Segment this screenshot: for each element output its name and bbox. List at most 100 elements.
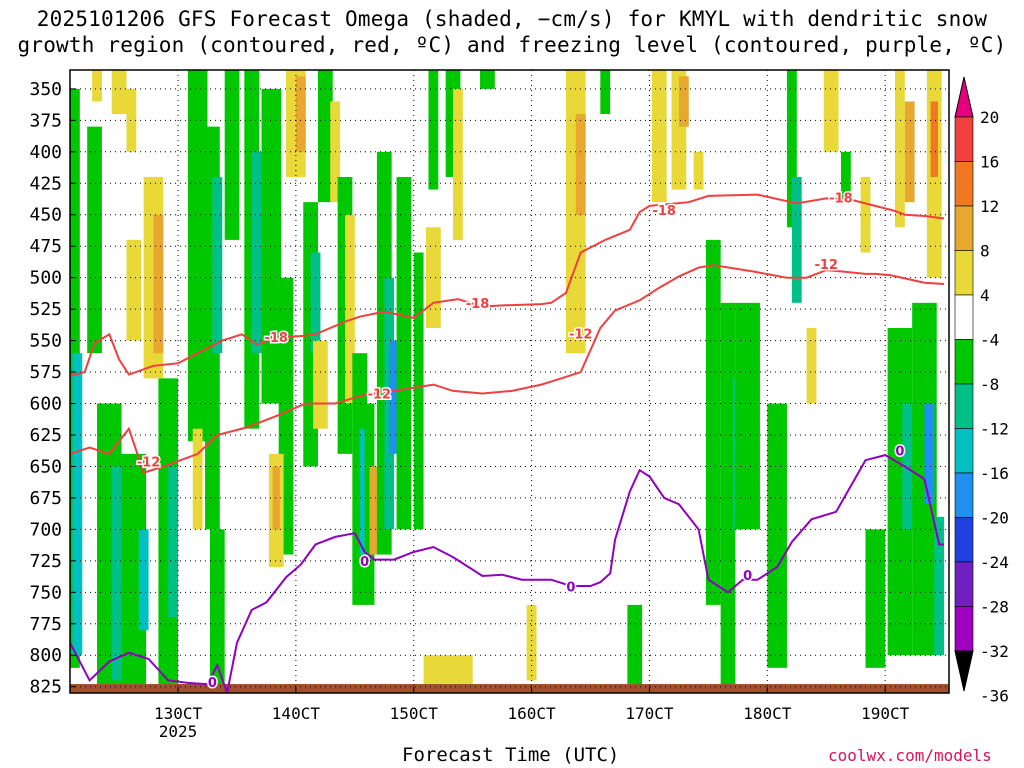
colorbar-label: -12 [980, 420, 1009, 439]
y-tick-label: 525 [29, 299, 62, 320]
colorbar-top-arrow [954, 76, 974, 118]
omega-shade [389, 340, 400, 454]
colorbar-swatch [954, 339, 974, 385]
colorbar-label: 16 [980, 153, 999, 172]
plot-area: -18 -18 -18 -18 -12 -12 -12 -12 0 0 0 0 0 [70, 70, 949, 693]
omega-shade [224, 70, 240, 240]
omega-shade [313, 340, 328, 429]
dgz-minus12-label: -12 [368, 388, 392, 403]
x-tick-label: 130CT [154, 704, 203, 723]
colorbar-label: 8 [980, 242, 990, 261]
colorbar-label: 20 [980, 108, 999, 127]
chart-title-line2: growth region (contoured, red, ºC) and f… [17, 33, 1007, 57]
freezing-level-label: 0 [208, 676, 217, 691]
freezing-level-label: 0 [895, 444, 904, 459]
y-tick-label: 475 [29, 236, 62, 257]
y-tick-label: 700 [29, 519, 62, 540]
freezing-level-contour [70, 454, 945, 693]
y-tick-label: 750 [29, 582, 62, 603]
omega-shade [526, 604, 537, 681]
y-tick-label: 825 [29, 677, 62, 698]
omega-shade [295, 76, 306, 152]
omega-shade [126, 88, 137, 152]
chart-title-line1: 2025101206 GFS Forecast Omega (shaded, −… [36, 7, 988, 31]
omega-shade [272, 466, 280, 530]
colorbar-label: -36 [980, 687, 1009, 706]
colorbar-label: -16 [980, 464, 1009, 483]
dgz-minus18-label: -18 [829, 191, 853, 206]
omega-shade [678, 76, 689, 127]
x-tick-label: 180CT [743, 704, 792, 723]
omega-shade [153, 214, 164, 354]
omega-shade [904, 101, 915, 203]
colorbar-label: -8 [980, 375, 999, 394]
omega-shade [767, 403, 787, 668]
y-tick-label: 625 [29, 425, 62, 446]
omega-shade [92, 70, 102, 102]
y-tick-label: 375 [29, 110, 62, 131]
omega-shade [930, 101, 938, 177]
colorbar-swatch [954, 116, 974, 162]
omega-shade [413, 252, 424, 530]
colorbar-swatch [954, 428, 974, 474]
y-tick-label: 450 [29, 205, 62, 226]
colorbar-swatch [954, 383, 974, 429]
omega-shade [369, 466, 380, 555]
colorbar-label: 4 [980, 286, 990, 305]
y-tick-label: 400 [29, 142, 62, 163]
dgz-minus18-contour [70, 193, 945, 377]
dgz-minus12-label: -12 [569, 327, 593, 342]
omega-shade [651, 70, 667, 203]
dgz-minus18-label: -18 [652, 204, 676, 219]
dgz-minus12-contour [70, 264, 945, 474]
omega-shade [428, 70, 439, 190]
x-tick-sublabel: 2025 [159, 722, 198, 741]
omega-shade [600, 70, 611, 115]
dgz-minus18-label: -18 [466, 297, 490, 312]
omega-shade [735, 302, 760, 530]
source-credit: coolwx.com/models [828, 746, 992, 765]
colorbar-bottom-arrow [954, 650, 974, 692]
colorbar-label: -32 [980, 642, 1009, 661]
x-axis-label: Forecast Time (UTC) [402, 744, 620, 766]
omega-shade [138, 529, 149, 631]
omega-shade [924, 403, 935, 505]
omega-shade [627, 604, 643, 693]
omega-shade [934, 516, 945, 656]
dgz-minus12-label: -12 [814, 258, 838, 273]
omega-shade [894, 70, 905, 228]
colorbar-swatch [954, 161, 974, 207]
plot-frame [69, 69, 950, 694]
omega-shade [575, 114, 586, 215]
omega-shade [72, 353, 83, 656]
omega-shade [823, 70, 839, 152]
omega-shade [87, 126, 102, 354]
colorbar-swatch [954, 561, 974, 607]
omega-shade [396, 176, 412, 530]
omega-shade [705, 239, 721, 605]
y-tick-label: 550 [29, 331, 62, 352]
omega-shade [187, 70, 208, 442]
x-tick-label: 170CT [625, 704, 674, 723]
omega-shade [261, 88, 282, 404]
y-tick-label: 775 [29, 614, 62, 635]
colorbar-swatch [954, 517, 974, 563]
omega-shade [480, 70, 495, 89]
y-tick-label: 575 [29, 362, 62, 383]
freezing-level-label: 0 [743, 569, 752, 584]
omega-shade [791, 176, 802, 303]
x-tick-label: 190CT [861, 704, 910, 723]
omega-shade [344, 214, 355, 404]
omega-shade [426, 227, 441, 329]
omega-shade [693, 151, 704, 190]
y-tick-label: 600 [29, 394, 62, 415]
colorbar-swatch [954, 606, 974, 652]
omega-shade [806, 328, 817, 404]
colorbar-swatch [954, 205, 974, 251]
omega-shade [192, 428, 203, 530]
omega-shade [212, 176, 223, 354]
y-tick-label: 500 [29, 268, 62, 289]
x-tick-label: 150CT [390, 704, 439, 723]
dgz-minus18-label: -18 [264, 331, 288, 346]
